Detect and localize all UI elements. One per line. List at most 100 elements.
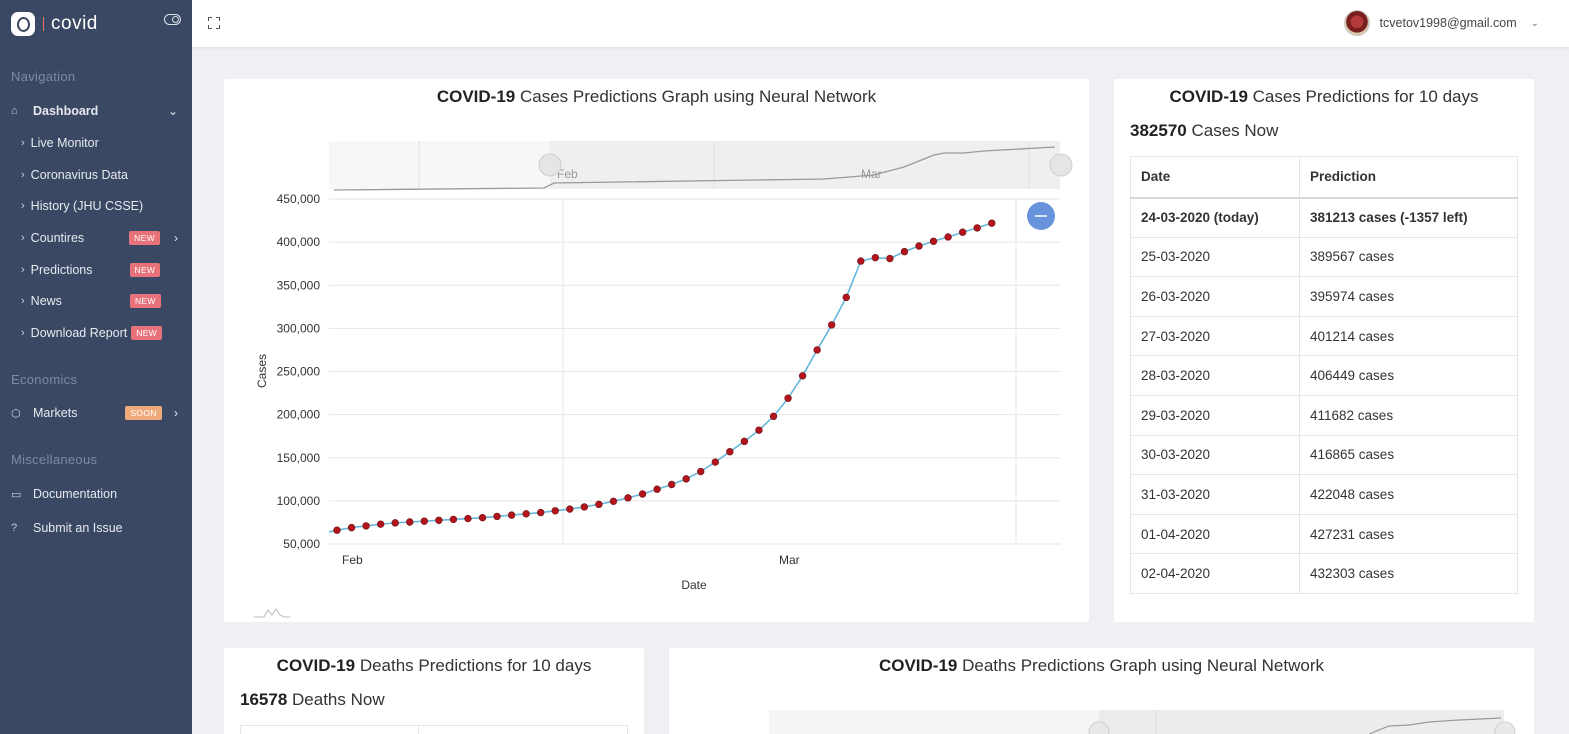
data-point[interactable] xyxy=(376,520,385,528)
sidebar-item-submit-issue[interactable]: ? Submit an Issue xyxy=(0,517,192,539)
scrollbar-label-mar: Mar xyxy=(861,167,882,181)
chevron-right-icon: › xyxy=(21,264,25,276)
fullscreen-icon[interactable] xyxy=(208,17,220,29)
sidebar-item-label: Documentation xyxy=(33,487,118,501)
y-tick-label: 50,000 xyxy=(283,537,320,551)
table-row: 24-03-2020 (today) 381213 cases (-1357 le… xyxy=(1130,197,1518,238)
data-point[interactable] xyxy=(900,247,909,256)
data-point[interactable] xyxy=(638,490,647,498)
table-cell-date: 29-03-2020 xyxy=(1130,394,1300,436)
y-tick-label: 350,000 xyxy=(277,278,321,292)
data-point[interactable] xyxy=(507,511,516,519)
table-header-prediction: Prediction xyxy=(1299,156,1518,199)
table-row: 02-04-2020 432303 cases xyxy=(1130,553,1518,594)
deaths-graph-title: COVID-19 Deaths Predictions Graph using … xyxy=(878,656,1325,675)
user-menu[interactable]: tcvetov1998@gmail.com ⌄ xyxy=(1343,10,1539,36)
scrollbar-grip-right[interactable] xyxy=(1049,153,1073,177)
scrollbar-thumb[interactable] xyxy=(550,141,1060,189)
data-point[interactable] xyxy=(580,503,589,511)
sidebar-item-label: Markets xyxy=(33,406,78,420)
data-point[interactable] xyxy=(420,517,428,525)
data-point[interactable] xyxy=(609,497,618,506)
data-point[interactable] xyxy=(624,494,632,502)
data-point[interactable] xyxy=(988,219,996,227)
sidebar-item-news[interactable]: › News NEW xyxy=(0,290,192,312)
data-point[interactable] xyxy=(973,224,981,232)
data-point[interactable] xyxy=(740,437,749,446)
deaths-table-title: COVID-19 Deaths Predictions for 10 days xyxy=(276,656,592,675)
sidebar-item-dashboard[interactable]: ⌂ Dashboard ⌄ xyxy=(0,100,192,122)
data-point[interactable] xyxy=(362,522,370,530)
deaths-prediction-table xyxy=(240,725,628,734)
sidebar-item-download-report[interactable]: › Download Report NEW xyxy=(0,322,192,344)
data-point[interactable] xyxy=(493,512,501,521)
data-point[interactable] xyxy=(711,458,719,466)
data-point[interactable] xyxy=(653,485,661,493)
data-point[interactable] xyxy=(857,257,865,265)
deaths-scrollbar-thumb[interactable] xyxy=(1099,710,1504,734)
data-point[interactable] xyxy=(828,321,836,329)
table-cell-date: 02-04-2020 xyxy=(1130,553,1300,594)
sidebar-item-label: Submit an Issue xyxy=(33,521,123,535)
data-point[interactable] xyxy=(871,253,880,262)
sidebar-item-live-monitor[interactable]: › Live Monitor xyxy=(0,132,192,154)
brand[interactable]: covid xyxy=(0,0,192,47)
data-point[interactable] xyxy=(769,412,778,421)
data-point[interactable] xyxy=(435,516,443,524)
data-point[interactable] xyxy=(813,346,821,354)
avatar xyxy=(1343,10,1370,36)
y-tick-label: 450,000 xyxy=(277,192,321,206)
table-row: 29-03-2020 411682 cases xyxy=(1130,394,1518,436)
data-point[interactable] xyxy=(449,515,458,524)
scrollbar-grip-left[interactable] xyxy=(538,153,562,177)
cube-icon: ⬡ xyxy=(11,407,21,420)
data-point[interactable] xyxy=(842,293,850,302)
deaths-line-chart[interactable] xyxy=(669,648,1534,734)
cases-prediction-table: Date Prediction 24-03-2020 (today) 381213… xyxy=(1130,156,1518,594)
data-point[interactable] xyxy=(406,518,414,526)
data-point[interactable] xyxy=(464,514,472,523)
data-point[interactable] xyxy=(347,523,356,532)
scrollbar-preview-line xyxy=(333,146,1056,191)
new-badge: NEW xyxy=(129,294,161,308)
sidebar-item-label: Countires xyxy=(30,231,85,245)
data-point[interactable] xyxy=(595,500,603,509)
data-point[interactable] xyxy=(551,507,559,515)
data-point[interactable] xyxy=(726,448,734,456)
sidebar-item-markets[interactable]: ⬡ Markets SOON › xyxy=(0,402,192,424)
data-point[interactable] xyxy=(944,233,952,241)
sidebar-toggle-icon[interactable] xyxy=(164,14,181,25)
data-point[interactable] xyxy=(478,513,487,522)
data-point[interactable] xyxy=(915,242,923,250)
home-icon: ⌂ xyxy=(11,105,18,117)
data-point[interactable] xyxy=(929,237,938,245)
table-cell xyxy=(240,725,419,734)
sidebar-item-label: History (JHU CSSE) xyxy=(30,199,144,213)
deaths-scrollbar-grip-left[interactable] xyxy=(1088,721,1110,734)
data-point[interactable] xyxy=(784,394,792,402)
sidebar-item-history[interactable]: › History (JHU CSSE) xyxy=(0,195,192,217)
series-line xyxy=(328,222,992,533)
sidebar-item-documentation[interactable]: ▭ Documentation xyxy=(0,483,192,505)
sidebar-item-label: Dashboard xyxy=(33,104,99,118)
data-point[interactable] xyxy=(522,510,530,518)
data-point[interactable] xyxy=(566,505,574,513)
data-point[interactable] xyxy=(755,426,763,434)
chevron-right-icon: › xyxy=(174,231,178,245)
deaths-scrollbar-grip-right[interactable] xyxy=(1494,721,1516,734)
sidebar-item-coronavirus-data[interactable]: › Coronavirus Data xyxy=(0,164,192,186)
x-tick-label: Mar xyxy=(779,553,800,567)
data-point[interactable] xyxy=(333,526,341,534)
data-point[interactable] xyxy=(886,254,894,263)
data-point[interactable] xyxy=(667,480,676,489)
data-point[interactable] xyxy=(958,228,967,236)
data-point[interactable] xyxy=(798,372,807,380)
data-point[interactable] xyxy=(391,519,399,527)
data-point[interactable] xyxy=(697,467,705,476)
table-row: 31-03-2020 422048 cases xyxy=(1130,474,1518,515)
sidebar-item-predictions[interactable]: › Predictions NEW xyxy=(0,259,192,281)
data-point[interactable] xyxy=(537,508,545,517)
data-point[interactable] xyxy=(682,475,690,483)
sidebar-item-countries[interactable]: › Countires NEW › xyxy=(0,227,192,249)
cases-line-chart[interactable]: Feb Mar 50,000 100,000 150,000 200,000 250,000… xyxy=(224,79,1089,622)
